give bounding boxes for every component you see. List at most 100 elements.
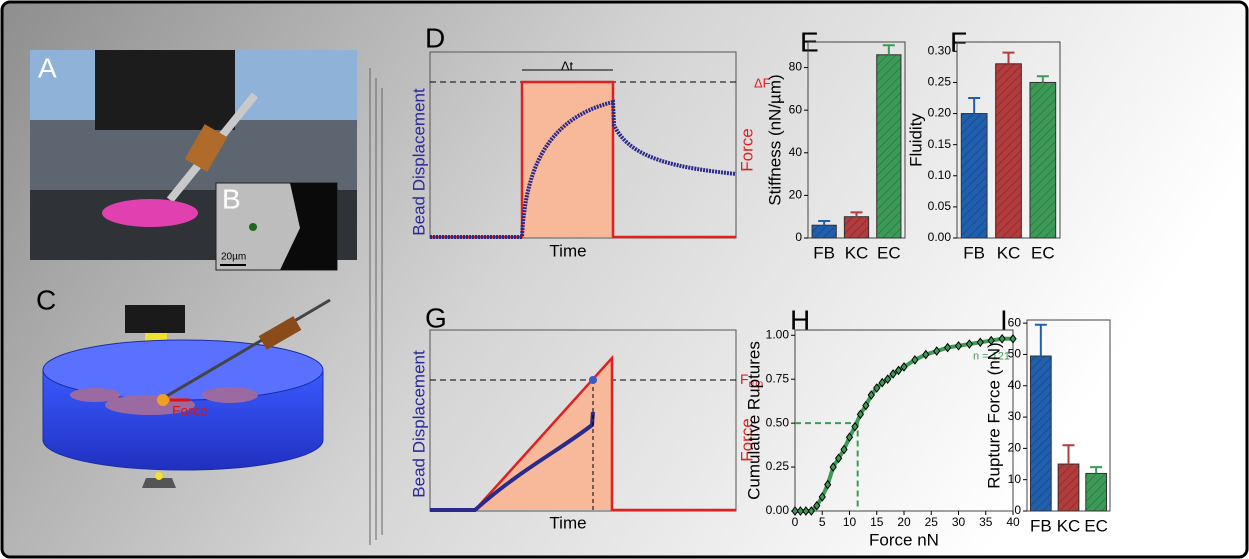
scale-bar-label: 20µm [221, 252, 246, 263]
point [911, 355, 919, 365]
schematic-g: Frup Time Bead Displacement Force [409, 329, 764, 532]
y-tick-label: 40 [1008, 378, 1022, 392]
x-tick-label: 30 [952, 515, 966, 529]
panel-label: G [425, 302, 447, 333]
y2-label: Force [737, 128, 756, 171]
delta-f: ΔF [754, 75, 771, 90]
bar-hatch [995, 63, 1022, 239]
x-tick-label: KC [997, 243, 1021, 262]
y-tick-label: 80 [789, 60, 803, 74]
point [998, 333, 1006, 344]
y-tick-label: 0 [1014, 503, 1021, 517]
y-tick-label: 0.10 [928, 168, 952, 182]
separator [369, 68, 383, 545]
y-tick-label: 0.15 [928, 137, 952, 151]
x-tick-label: FB [1030, 516, 1052, 535]
point [802, 506, 810, 516]
x-tick-label: FB [963, 243, 985, 262]
y-tick-label: 0.30 [928, 44, 952, 58]
y-tick-label: 60 [789, 102, 803, 116]
point [1009, 333, 1017, 344]
bar-hatch [1085, 473, 1107, 511]
point [954, 340, 963, 351]
point [878, 377, 886, 388]
error-bar [968, 97, 981, 114]
point [900, 362, 908, 372]
point [894, 365, 903, 376]
y-axis-label: Rupture Force (nN) [984, 342, 1003, 488]
panel-label: H [790, 304, 810, 335]
point [818, 492, 826, 502]
point [807, 506, 815, 516]
x-tick-label: EC [1031, 243, 1055, 262]
bar-hatch [876, 54, 901, 238]
x-tick-label: 0 [792, 515, 799, 529]
error-bar [1090, 466, 1103, 474]
point [965, 339, 974, 349]
point [889, 369, 897, 379]
error-bar [1034, 323, 1047, 357]
panel-label: I [1000, 304, 1008, 335]
y-tick-label: 1.00 [766, 327, 790, 341]
diagram-c: Force [42, 298, 331, 488]
error-bar [850, 211, 863, 217]
bar-hatch [961, 113, 988, 238]
point [976, 337, 984, 348]
panel-label: D [425, 22, 445, 53]
panel-label: B [222, 183, 241, 214]
y-tick-label: 50 [1008, 347, 1022, 361]
y-label: Bead Displacement [409, 88, 428, 236]
y-tick-label: 0.05 [928, 199, 952, 213]
y-axis-label: Stiffness (nN/µm) [765, 74, 784, 205]
point [845, 432, 854, 443]
point [834, 453, 843, 464]
x-tick-label: 25 [925, 515, 939, 529]
x-tick-label: KC [845, 243, 869, 262]
f-rup-main: F [740, 371, 749, 387]
y2-label: Force [737, 418, 756, 461]
x-tick-label: KC [1057, 516, 1081, 535]
x-tick-label: 5 [819, 515, 826, 529]
y-tick-label: 0.00 [928, 230, 952, 244]
x-axis-label: Force nN [869, 530, 939, 549]
y-tick-label: 0 [795, 230, 802, 244]
point [884, 374, 892, 385]
bar-hatch [844, 216, 869, 238]
y-tick-label: 10 [1008, 472, 1022, 486]
error-bar [1036, 75, 1049, 83]
y-tick-label: 60 [1008, 315, 1022, 329]
y-tick-label: 20 [1008, 441, 1022, 455]
photo-b: 20µm [215, 182, 338, 271]
point [824, 479, 832, 490]
y-tick-label: 0.20 [928, 106, 952, 120]
x-tick-label: EC [1084, 516, 1108, 535]
point [987, 335, 995, 346]
y-tick-label: 0.25 [928, 75, 952, 89]
error-bar [1002, 51, 1015, 64]
delta-t: Δt [561, 58, 574, 73]
error-bar [882, 44, 895, 55]
panel-label: A [38, 52, 57, 83]
y-tick-label: 20 [789, 188, 803, 202]
bar-hatch [812, 225, 837, 238]
x-tick-label: 15 [870, 515, 884, 529]
y-axis-label: Fluidity [906, 113, 925, 167]
point [922, 349, 930, 360]
x-tick-label: 20 [897, 515, 911, 529]
x-label: Time [549, 241, 586, 260]
x-tick-label: 35 [979, 515, 993, 529]
y-tick-label: 0.00 [766, 503, 790, 517]
y-tick-label: 0.75 [766, 371, 790, 385]
y-axis-label: Cumulative Ruptures [744, 341, 763, 500]
point [829, 462, 837, 472]
x-tick-label: 40 [1006, 515, 1020, 529]
schematic-d: Δt ΔF Time Bead Displacement Force [409, 51, 771, 260]
point [933, 346, 941, 356]
error-bar [818, 219, 831, 226]
y-tick-label: 40 [789, 145, 803, 159]
y-tick-label: 0.25 [766, 459, 790, 473]
error-bar [1062, 444, 1075, 465]
f-rup-sub: rup [749, 379, 764, 390]
y-label: Bead Displacement [409, 350, 428, 498]
bar-hatch [1058, 464, 1079, 511]
